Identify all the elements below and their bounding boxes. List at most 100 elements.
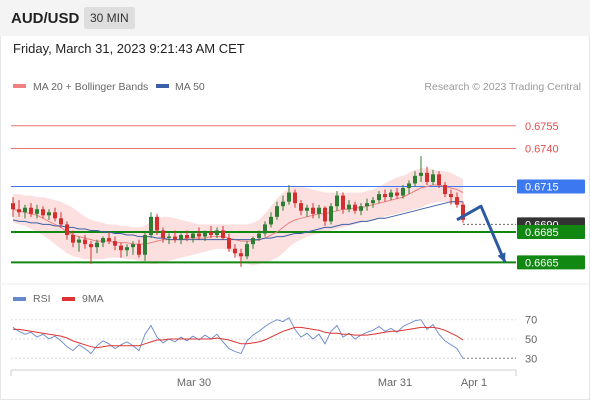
candle-body xyxy=(23,207,27,213)
candle xyxy=(53,207,57,222)
candle-body xyxy=(59,218,63,225)
ma20-line xyxy=(12,184,464,245)
candle-body xyxy=(449,194,453,198)
candle xyxy=(149,212,153,239)
candle xyxy=(227,233,231,252)
candle-body xyxy=(419,172,423,176)
candle xyxy=(209,225,213,239)
candle-body xyxy=(359,206,363,211)
candle xyxy=(305,204,309,217)
candle xyxy=(413,171,417,187)
candle-body xyxy=(257,233,261,239)
candle-body xyxy=(437,174,441,185)
x-tick-label: Apr 1 xyxy=(461,377,487,389)
candle xyxy=(425,166,429,185)
moving-averages-layer xyxy=(12,184,464,245)
candle-body xyxy=(77,239,81,243)
candle-body xyxy=(47,212,51,216)
candle xyxy=(179,233,183,245)
pair-title: AUD/USD xyxy=(11,10,80,27)
support-level-label: 0.6665 xyxy=(525,257,559,269)
candle-body xyxy=(107,238,111,242)
resistance-level-label: 0.6755 xyxy=(525,121,559,133)
candle-body xyxy=(173,236,177,240)
candle xyxy=(293,189,297,208)
ma20-legend-label: MA 20 + Bollinger Bands xyxy=(33,81,148,93)
candle-body xyxy=(263,224,267,234)
candle xyxy=(257,230,261,242)
candle-body xyxy=(83,239,87,245)
x-tick-label: Mar 31 xyxy=(378,377,412,389)
candle-body xyxy=(281,201,285,207)
candle xyxy=(275,201,279,220)
candle xyxy=(143,232,147,261)
candle-body xyxy=(389,192,393,198)
candle-body xyxy=(425,172,429,182)
candle xyxy=(281,195,285,211)
candle xyxy=(101,236,105,248)
candle-body xyxy=(137,244,141,255)
candle xyxy=(443,181,447,198)
candle-body xyxy=(293,192,297,204)
date-text: Friday, March 31, 2023 9:21:43 AM CET xyxy=(13,41,245,56)
main-legend: MA 20 + Bollinger Bands MA 50 Research ©… xyxy=(13,81,581,93)
candle xyxy=(71,230,75,248)
candle-body xyxy=(395,192,399,196)
candle-body xyxy=(155,216,159,231)
candle-body xyxy=(347,204,351,210)
candle-body xyxy=(401,188,405,196)
candle xyxy=(401,184,405,199)
candle-body xyxy=(371,200,375,204)
candle xyxy=(377,191,381,204)
candle xyxy=(353,201,357,214)
candle xyxy=(245,241,249,260)
candle xyxy=(455,192,459,208)
candle-body xyxy=(245,244,249,257)
candle-body xyxy=(185,235,189,239)
candle-body xyxy=(335,195,339,207)
candle xyxy=(221,225,225,240)
rsi-line xyxy=(12,317,464,359)
rsi-legend: RSI 9MA xyxy=(13,293,104,305)
candle-body xyxy=(227,238,231,249)
candle xyxy=(359,203,363,216)
candle xyxy=(23,204,27,219)
candle xyxy=(461,201,465,223)
candle xyxy=(131,241,135,255)
timeframe-badge[interactable]: 30 MIN xyxy=(84,7,135,29)
support-price-tag xyxy=(517,225,585,239)
candle-body xyxy=(287,192,291,202)
pivot-price-tag xyxy=(517,179,585,194)
candle-body xyxy=(269,216,273,225)
candle-body xyxy=(191,233,195,239)
candle-body xyxy=(443,184,447,195)
candle-body xyxy=(41,209,45,216)
candle xyxy=(65,221,69,240)
candle xyxy=(17,200,21,217)
candle xyxy=(119,242,123,258)
candle xyxy=(35,204,39,219)
candle xyxy=(269,212,273,228)
candle-body xyxy=(329,206,333,222)
bollinger-band xyxy=(13,168,463,266)
header-bar: AUD/USD 30 MIN xyxy=(0,0,590,36)
candle xyxy=(173,230,177,243)
candle-body xyxy=(377,194,381,201)
rsi-tick-label: 50 xyxy=(525,334,537,346)
candle xyxy=(77,236,81,252)
support-level-label: 0.6685 xyxy=(525,227,559,239)
candle xyxy=(263,221,267,237)
rsi-ma-line xyxy=(13,326,464,349)
candle xyxy=(185,230,189,242)
rsi-ma-legend-label: 9MA xyxy=(82,293,104,305)
candle xyxy=(419,156,423,182)
candle xyxy=(383,189,387,202)
ma50-legend-swatch xyxy=(156,84,169,88)
candle-body xyxy=(251,238,255,245)
candle-body xyxy=(197,233,201,237)
candle xyxy=(365,198,369,211)
candle xyxy=(137,239,141,258)
candle xyxy=(317,204,321,219)
candle-body xyxy=(29,207,33,214)
candle-body xyxy=(455,197,459,205)
